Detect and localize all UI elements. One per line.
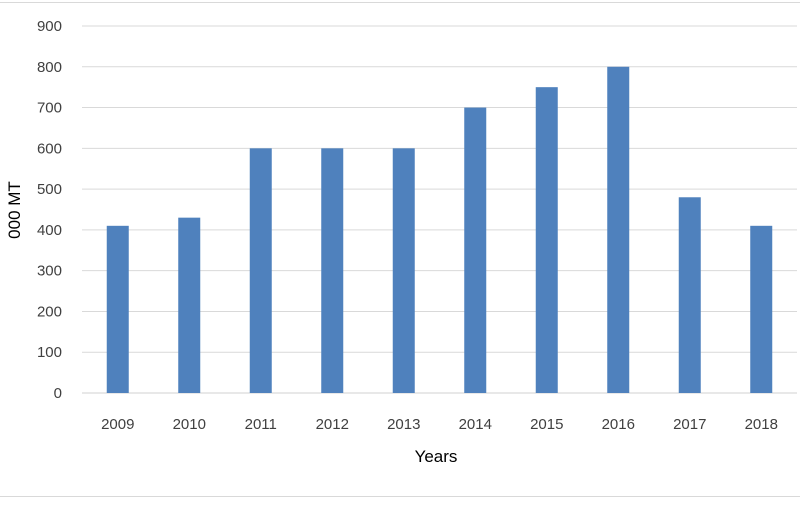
y-tick-label: 200 (37, 303, 62, 320)
bar-2018 (750, 225, 773, 393)
bar-2011 (249, 148, 272, 393)
y-tick-label: 400 (37, 222, 62, 239)
x-tick-label: 2009 (101, 416, 134, 433)
x-tick-label: 2012 (316, 416, 349, 433)
bar-2015 (535, 87, 558, 394)
y-tick-label: 700 (37, 100, 62, 117)
gridlines (82, 25, 797, 394)
x-tick-labels: 2009 2010 2011 2012 2013 2014 2015 2016 2017 2018 (101, 416, 778, 433)
y-axis-title: 000 MT (5, 181, 24, 239)
bottom-border-line (0, 496, 800, 497)
x-tick-label: 2010 (173, 416, 206, 433)
x-axis-title: Years (415, 447, 458, 466)
y-tick-label: 0 (54, 385, 62, 402)
x-tick-label: 2016 (602, 416, 635, 433)
x-tick-label: 2014 (459, 416, 492, 433)
x-tick-label: 2013 (387, 416, 420, 433)
bar-2017 (678, 197, 701, 393)
x-tick-label: 2011 (245, 416, 277, 433)
bar-2012 (321, 148, 344, 393)
bar-2009 (106, 225, 129, 393)
top-border-line (0, 2, 800, 3)
y-tick-label: 800 (37, 59, 62, 76)
y-tick-label: 500 (37, 181, 62, 198)
bar-2016 (607, 66, 630, 394)
y-tick-label: 300 (37, 263, 62, 280)
y-tick-labels: 0 100 200 300 400 500 600 700 800 900 (37, 18, 62, 402)
y-tick-label: 900 (37, 18, 62, 35)
y-tick-label: 600 (37, 140, 62, 157)
bar-2014 (464, 107, 487, 394)
y-tick-label: 100 (37, 344, 62, 361)
x-tick-label: 2018 (745, 416, 778, 433)
x-tick-label: 2017 (673, 416, 706, 433)
x-tick-label: 2015 (530, 416, 563, 433)
bars (106, 66, 773, 394)
bar-2010 (178, 217, 201, 393)
bar-2013 (392, 148, 415, 393)
